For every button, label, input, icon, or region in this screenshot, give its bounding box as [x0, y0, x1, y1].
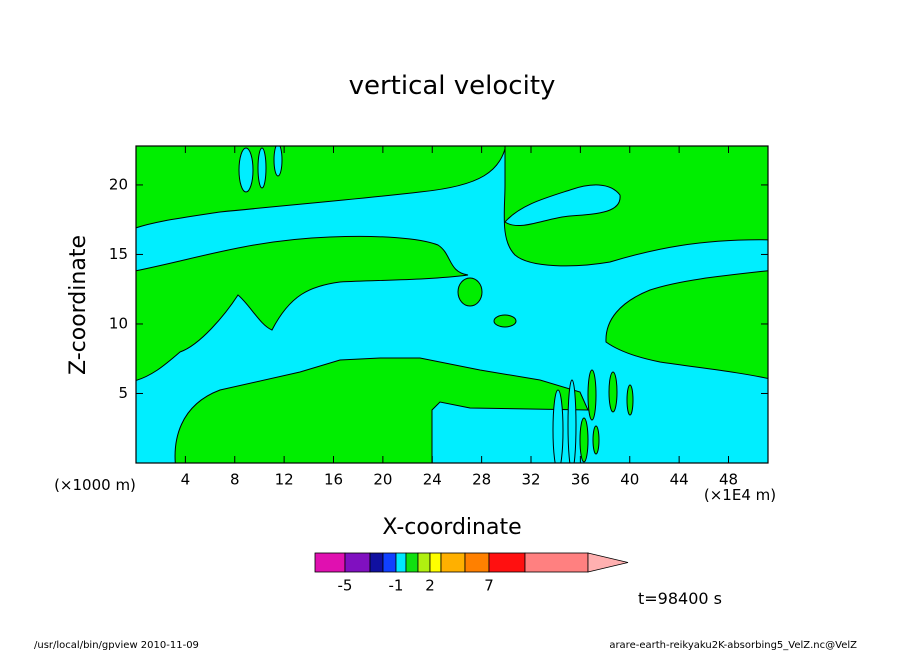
x-unit-label: (×1000 m) [54, 476, 136, 494]
colorbar-segment [524, 552, 589, 573]
colorbar-extension [587, 552, 629, 573]
contour-region [579, 417, 589, 463]
contour-region [504, 184, 621, 227]
contour-region [567, 379, 577, 463]
contour-region [136, 146, 507, 229]
contour-region [587, 369, 597, 421]
x-tick-label: 28 [472, 471, 491, 489]
footer-right: arare-earth-reikyaku2K-absorbing5_VelZ.n… [609, 640, 857, 651]
footer-left: /usr/local/bin/gpview 2010-11-09 [34, 640, 199, 651]
y-tick-label: 10 [109, 314, 128, 332]
colorbar-segment [440, 552, 466, 573]
colorbar-segment [417, 552, 431, 573]
colorbar-tick-label: 2 [425, 577, 435, 595]
x-axis-title: X-coordinate [382, 515, 521, 540]
x-tick-label: 8 [230, 471, 240, 489]
contour-region [136, 235, 469, 381]
plot-frame [135, 145, 769, 464]
x-tick-label: 32 [521, 471, 540, 489]
annotation: t=98400 s [638, 589, 722, 608]
contour-region [552, 389, 564, 463]
colorbar-segment [314, 552, 346, 573]
contour-region [605, 270, 768, 379]
contour-region [238, 147, 254, 193]
x-tick-label: 16 [324, 471, 343, 489]
contour-region [257, 147, 267, 189]
colorbar-segment [344, 552, 371, 573]
x-tick-label: 48 [719, 471, 738, 489]
colorbar: -5 -1 2 7 [314, 552, 629, 595]
x-tick-label: 20 [373, 471, 392, 489]
colorbar-segment [405, 552, 419, 573]
y-tick-label: 15 [109, 245, 128, 263]
contour-field [136, 146, 768, 463]
x-tick-label: 40 [620, 471, 639, 489]
x-tick-label: 36 [571, 471, 590, 489]
x-unit-label: (×1E4 m) [704, 486, 776, 504]
contour-region [457, 277, 483, 307]
x-tick-label: 24 [423, 471, 442, 489]
contour-region [626, 384, 634, 416]
contour-region [592, 425, 600, 455]
y-tick-label: 5 [118, 384, 128, 402]
colorbar-segment [464, 552, 490, 573]
chart-title: vertical velocity [349, 71, 556, 101]
colorbar-segment [382, 552, 397, 573]
contour-region [493, 314, 517, 328]
contour-region [273, 146, 283, 177]
contour-region [174, 357, 589, 463]
colorbar-segment [395, 552, 407, 573]
y-tick-label: 20 [109, 175, 128, 193]
colorbar-segment [488, 552, 526, 573]
colorbar-segment [429, 552, 442, 573]
colorbar-tick-label: 7 [484, 577, 494, 595]
contour-region [608, 371, 618, 413]
contour-region [503, 146, 768, 267]
x-tick-label: 12 [275, 471, 294, 489]
x-tick-label: 44 [670, 471, 689, 489]
colorbar-tick-label: -5 [338, 577, 353, 595]
colorbar-segment [369, 552, 384, 573]
x-tick-label: 4 [181, 471, 191, 489]
y-axis-title: Z-coordinate [66, 235, 91, 375]
colorbar-tick-label: -1 [389, 577, 404, 595]
